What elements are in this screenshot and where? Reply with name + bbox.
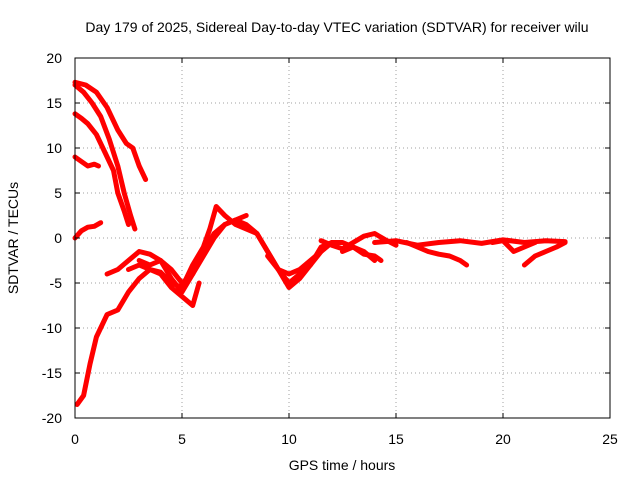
series-line-arc-15 (489, 238, 538, 254)
y-tick-label: 5 (54, 185, 62, 201)
y-tick-label: 10 (46, 140, 62, 156)
grid-layer (75, 58, 610, 418)
chart-title: Day 179 of 2025, Sidereal Day-to-day VTE… (85, 19, 588, 35)
series-line-arc-8 (126, 262, 202, 308)
y-axis-label: SDTVAR / TECUs (5, 182, 21, 294)
series-layer (72, 79, 568, 407)
series-line-arc-9 (136, 213, 249, 286)
x-tick-label: 10 (281, 431, 297, 447)
x-axis-label: GPS time / hours (289, 457, 396, 473)
y-tick-label: -20 (42, 410, 62, 426)
y-tick-label: -15 (42, 365, 62, 381)
x-tick-label: 5 (178, 431, 186, 447)
x-tick-label: 20 (495, 431, 511, 447)
tick-layer (74, 57, 611, 419)
series-line-arc-14 (404, 240, 470, 268)
series-line-arc-1 (72, 79, 149, 182)
x-tick-label: 15 (388, 431, 404, 447)
y-tick-label: 0 (54, 230, 62, 246)
y-tick-label: 15 (46, 95, 62, 111)
series-line-arc-16 (521, 240, 568, 268)
series-line-arc-3 (72, 111, 131, 227)
series-line-arc-6 (74, 204, 378, 407)
series-line-arc-4 (72, 154, 101, 169)
x-tick-label: 25 (602, 431, 618, 447)
y-tick-label: 20 (46, 50, 62, 66)
series-line-arc-11 (318, 231, 399, 252)
series-line-arc-5 (72, 220, 104, 241)
y-tick-label: -10 (42, 320, 62, 336)
series-line-arc-12 (340, 244, 384, 263)
tick-label-layer: 0 5 10 15 20 25 -20 -15 -10 -5 0 5 10 15 20 (42, 50, 618, 447)
x-tick-label: 0 (71, 431, 79, 447)
series-line-arc-10 (265, 240, 335, 277)
y-tick-label: -5 (50, 275, 63, 291)
series-line-arc-2 (72, 82, 138, 232)
